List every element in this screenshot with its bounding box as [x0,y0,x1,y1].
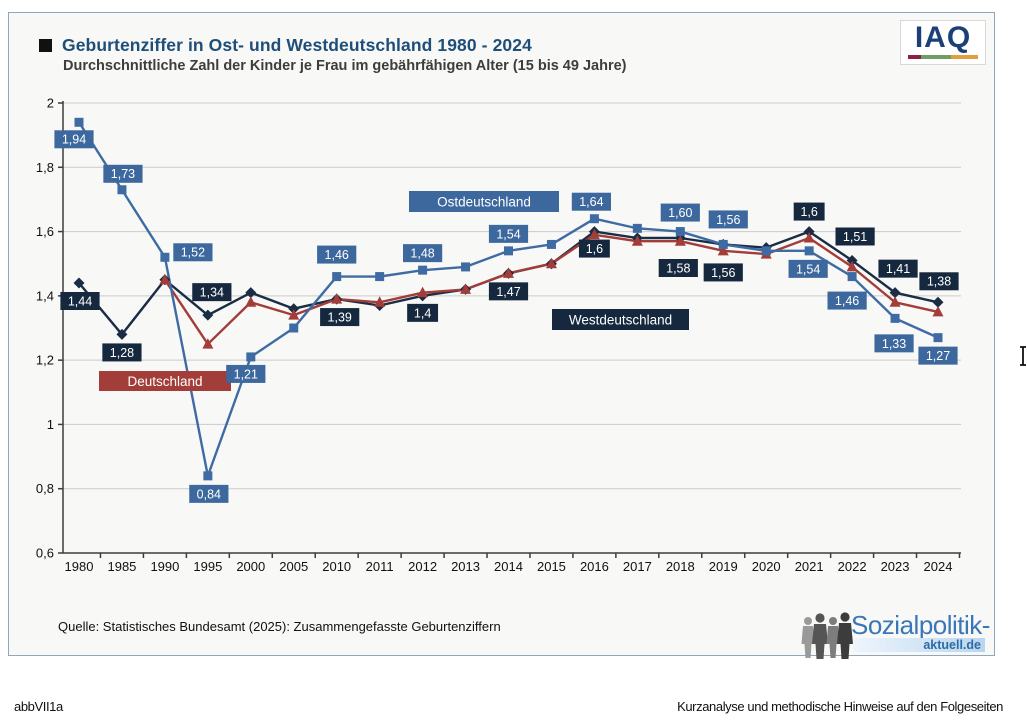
svg-text:1,21: 1,21 [234,367,258,381]
svg-text:1,28: 1,28 [110,346,134,360]
svg-text:0,84: 0,84 [197,487,221,501]
svg-text:Westdeutschland: Westdeutschland [569,312,672,327]
sozialpolitik-logo-bar: aktuell.de [853,638,985,652]
chart-title-row: Geburtenziffer in Ost- und Westdeutschla… [39,35,532,56]
title-bullet-icon [39,39,52,52]
svg-text:1,39: 1,39 [328,310,352,324]
svg-text:Ostdeutschland: Ostdeutschland [437,194,531,209]
iaq-bar-segment [951,55,978,59]
svg-text:1,4: 1,4 [36,288,54,303]
iaq-logo-bar [908,55,978,59]
svg-text:1,48: 1,48 [410,247,434,261]
svg-text:1,2: 1,2 [36,353,54,368]
svg-text:2014: 2014 [494,559,523,574]
data-labels: 1,94 1,73 1,52 0,84 1,21 1,46 1,48 1,54 1,64 1,60… [54,130,959,503]
chart-title: Geburtenziffer in Ost- und Westdeutschla… [62,35,532,55]
svg-text:1,34: 1,34 [200,286,224,300]
svg-text:1,56: 1,56 [716,213,740,227]
svg-text:1,94: 1,94 [62,133,86,147]
svg-text:1,6: 1,6 [36,224,54,239]
svg-text:1,51: 1,51 [843,230,867,244]
iaq-logo: IAQ [900,20,986,65]
svg-text:2000: 2000 [236,559,265,574]
figure-panel: Geburtenziffer in Ost- und Westdeutschla… [8,12,995,659]
svg-text:2018: 2018 [666,559,695,574]
svg-text:1,6: 1,6 [586,242,603,256]
sozialpolitik-logo: Sozialpolitik- aktuell.de [799,608,991,663]
svg-text:1,38: 1,38 [927,275,951,289]
text-cursor-icon [1020,346,1026,366]
svg-text:1,64: 1,64 [579,195,603,209]
series-markers-ostdeutschland [74,117,943,481]
svg-text:1,46: 1,46 [325,248,349,262]
svg-text:1: 1 [47,417,54,432]
chart-subtitle: Durchschnittliche Zahl der Kinder je Fra… [63,58,627,74]
svg-text:2024: 2024 [924,559,953,574]
svg-text:1,46: 1,46 [835,294,859,308]
svg-text:0,8: 0,8 [36,481,54,496]
svg-text:0,6: 0,6 [36,546,54,561]
svg-text:1980: 1980 [65,559,94,574]
svg-text:1,60: 1,60 [668,206,692,220]
svg-text:1,6: 1,6 [800,205,817,219]
sozialpolitik-logo-domain: aktuell.de [923,638,981,652]
axis-tick-labels: 0,6 0,8 1 1,2 1,4 1,6 1,8 2 1980 1985 1990 1995 2000… [36,96,953,575]
footer-note: Kurzanalyse und methodische Hinweise auf… [677,699,1003,714]
svg-text:2: 2 [47,96,54,111]
chart-canvas: 0,6 0,8 1 1,2 1,4 1,6 1,8 2 1980 1985 1990 1995 2000… [36,96,961,575]
svg-text:2010: 2010 [322,559,351,574]
svg-text:1,47: 1,47 [496,285,520,299]
svg-text:2013: 2013 [451,559,480,574]
svg-text:2019: 2019 [709,559,738,574]
svg-text:1,33: 1,33 [882,337,906,351]
source-note: Quelle: Statistisches Bundesamt (2025): … [58,619,501,634]
legend: Ostdeutschland Westdeutschland Deutschland [99,191,689,391]
svg-text:1,56: 1,56 [711,266,735,280]
svg-text:1,52: 1,52 [181,246,205,260]
svg-text:1995: 1995 [193,559,222,574]
svg-text:2011: 2011 [366,559,394,574]
svg-text:2012: 2012 [408,559,437,574]
iaq-logo-text: IAQ [914,21,972,54]
axes [58,101,961,558]
people-icon [801,612,853,659]
svg-text:2022: 2022 [838,559,867,574]
svg-text:2023: 2023 [881,559,910,574]
svg-text:1,4: 1,4 [414,306,431,320]
figure-id: abbVII1a [14,699,63,714]
svg-text:2020: 2020 [752,559,781,574]
svg-text:2021: 2021 [795,559,824,574]
iaq-bar-segment [921,55,951,59]
svg-text:1985: 1985 [107,559,136,574]
svg-text:2016: 2016 [580,559,609,574]
svg-text:1,27: 1,27 [926,349,950,363]
svg-text:Deutschland: Deutschland [127,374,202,389]
iaq-bar-segment [908,55,921,59]
svg-text:2017: 2017 [623,559,652,574]
svg-text:1,8: 1,8 [36,160,54,175]
sozialpolitik-logo-text: Sozialpolitik- [851,610,990,640]
svg-text:1,58: 1,58 [666,261,690,275]
svg-text:1,44: 1,44 [68,294,92,308]
svg-text:2015: 2015 [537,559,566,574]
svg-text:1990: 1990 [150,559,179,574]
svg-text:1,73: 1,73 [111,167,135,181]
svg-text:1,54: 1,54 [496,227,520,241]
svg-text:1,54: 1,54 [796,262,820,276]
svg-text:2005: 2005 [279,559,308,574]
series-markers-deutschland [159,228,944,349]
series-line-deutschland [163,233,939,346]
svg-text:1,41: 1,41 [886,262,910,276]
